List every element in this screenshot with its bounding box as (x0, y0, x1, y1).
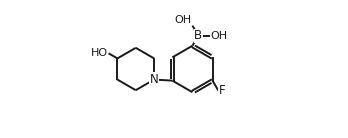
Text: HO: HO (91, 48, 108, 58)
Text: OH: OH (211, 31, 228, 41)
Text: B: B (194, 29, 202, 42)
Text: OH: OH (175, 15, 192, 25)
Text: N: N (150, 73, 158, 86)
Text: F: F (219, 84, 226, 97)
